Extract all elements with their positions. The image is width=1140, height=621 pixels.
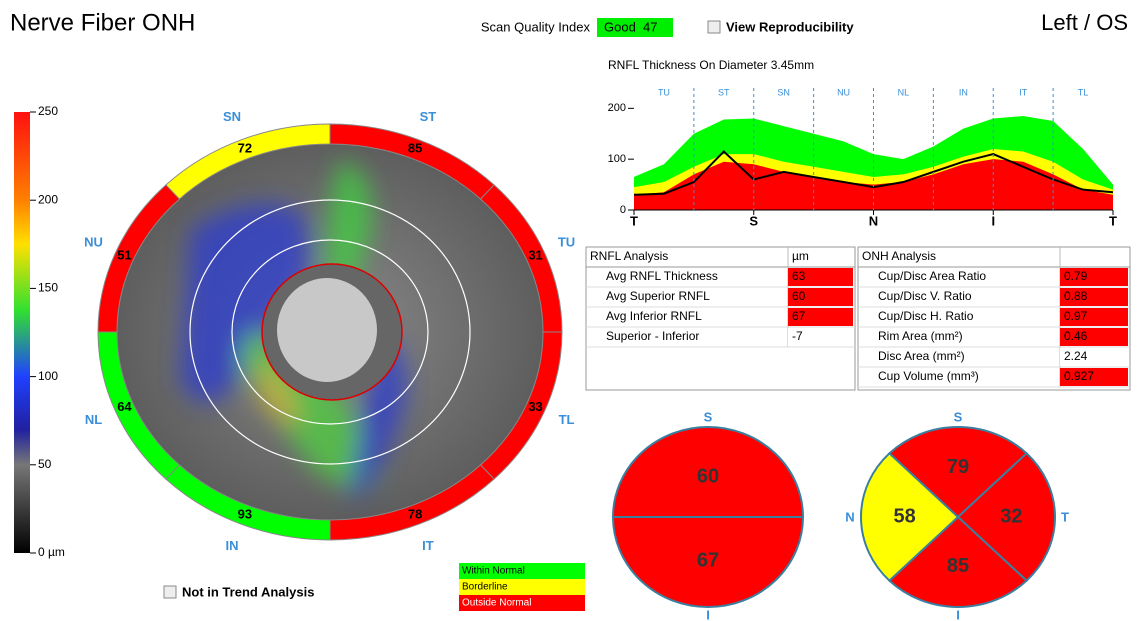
eye: Left / OS (1041, 10, 1128, 35)
sector-value: 33 (528, 399, 542, 414)
row-label: Cup/Disc Area Ratio (878, 269, 986, 283)
hemi-label: S (704, 409, 713, 424)
sector-label: ST (420, 109, 437, 124)
quadrant-value: 58 (894, 505, 916, 527)
row-value: 0.46 (1064, 329, 1088, 343)
sector-label: TL (1078, 87, 1089, 97)
sector-label: IN (959, 87, 968, 97)
y-tick-label: 100 (608, 153, 626, 165)
row-label: Cup Volume (mm³) (878, 369, 979, 383)
colorbar-label: 150 (38, 281, 58, 295)
colorbar-label: 200 (38, 192, 58, 206)
x-tick-label: T (630, 213, 638, 228)
row-value: -7 (792, 329, 803, 343)
sector-label: TU (558, 235, 575, 250)
table-header: RNFL Analysis (590, 249, 668, 263)
sector-label: IT (422, 538, 434, 553)
sector-label: SN (223, 109, 241, 124)
y-tick-label: 200 (608, 102, 626, 114)
row-label: Cup/Disc H. Ratio (878, 309, 974, 323)
row-value: 63 (792, 269, 806, 283)
sector-value: 78 (408, 506, 422, 521)
sector-label: NU (837, 87, 850, 97)
colorbar-label: 50 (38, 457, 52, 471)
row-label: Superior - Inferior (606, 329, 699, 343)
x-tick-label: N (869, 213, 878, 228)
hemi-value: 60 (697, 465, 719, 487)
row-label: Avg Superior RNFL (606, 289, 710, 303)
sector-value: 85 (408, 141, 422, 156)
sector-label: SN (777, 87, 790, 97)
hemi-label: I (706, 607, 710, 621)
checkbox[interactable] (164, 586, 176, 598)
row-label: Avg Inferior RNFL (606, 309, 702, 323)
title: Nerve Fiber ONH (10, 9, 195, 36)
colorbar (14, 112, 30, 553)
row-value: 2.24 (1064, 349, 1088, 363)
sector-label: TL (559, 412, 575, 427)
scan-quality-value: Good 47 (604, 19, 658, 34)
quadrant-value: 85 (947, 555, 969, 577)
row-value: 60 (792, 289, 806, 303)
sector-label: TU (658, 87, 670, 97)
cup (277, 278, 377, 382)
row-value: 0.79 (1064, 269, 1088, 283)
not-in-trend[interactable]: Not in Trend Analysis (182, 584, 314, 599)
x-tick-label: T (1109, 213, 1117, 228)
row-label: Cup/Disc V. Ratio (878, 289, 972, 303)
chart-title: RNFL Thickness On Diameter 3.45mm (608, 58, 814, 72)
legend-label: Outside Normal (462, 598, 531, 609)
x-tick-label: I (991, 213, 995, 228)
colorbar-label: 0 µm (38, 545, 65, 559)
y-tick-label: 0 (620, 204, 626, 216)
page: Nerve Fiber ONH Scan Quality Index Good … (0, 0, 1140, 621)
colorbar-label: 100 (38, 369, 58, 383)
sector-value: 31 (528, 248, 542, 263)
sector-label: IT (1019, 87, 1028, 97)
view-reproducibility[interactable]: View Reproducibility (726, 19, 854, 34)
table-header: µm (792, 249, 809, 263)
sector-label: ST (718, 87, 730, 97)
quadrant-value: 79 (947, 456, 969, 478)
sector-value: 51 (117, 248, 131, 263)
sector-label: NU (84, 235, 103, 250)
sector-label: NL (85, 412, 102, 427)
row-value: 0.927 (1064, 369, 1094, 383)
sector-value: 64 (117, 399, 132, 414)
row-label: Rim Area (mm²) (878, 329, 963, 343)
sector-value: 93 (238, 506, 252, 521)
row-value: 0.88 (1064, 289, 1088, 303)
colorbar-label: 250 (38, 104, 58, 118)
legend-label: Within Normal (462, 566, 525, 577)
quadrant-value: 32 (1000, 505, 1022, 527)
quadrant-label: I (956, 607, 960, 621)
sector-value: 72 (238, 141, 252, 156)
scan-quality-label: Scan Quality Index (481, 19, 591, 34)
row-label: Avg RNFL Thickness (606, 269, 718, 283)
quadrant-label: N (845, 509, 854, 524)
hemi-value: 67 (697, 549, 719, 571)
row-value: 0.97 (1064, 309, 1088, 323)
checkbox[interactable] (708, 21, 720, 33)
table-header: ONH Analysis (862, 249, 936, 263)
quadrant-label: S (954, 409, 963, 424)
row-label: Disc Area (mm²) (878, 349, 965, 363)
row-value: 67 (792, 309, 806, 323)
sector-label: IN (226, 538, 239, 553)
sector-label: NL (898, 87, 910, 97)
legend-label: Borderline (462, 582, 508, 593)
quadrant-label: T (1061, 509, 1069, 524)
x-tick-label: S (749, 213, 758, 228)
